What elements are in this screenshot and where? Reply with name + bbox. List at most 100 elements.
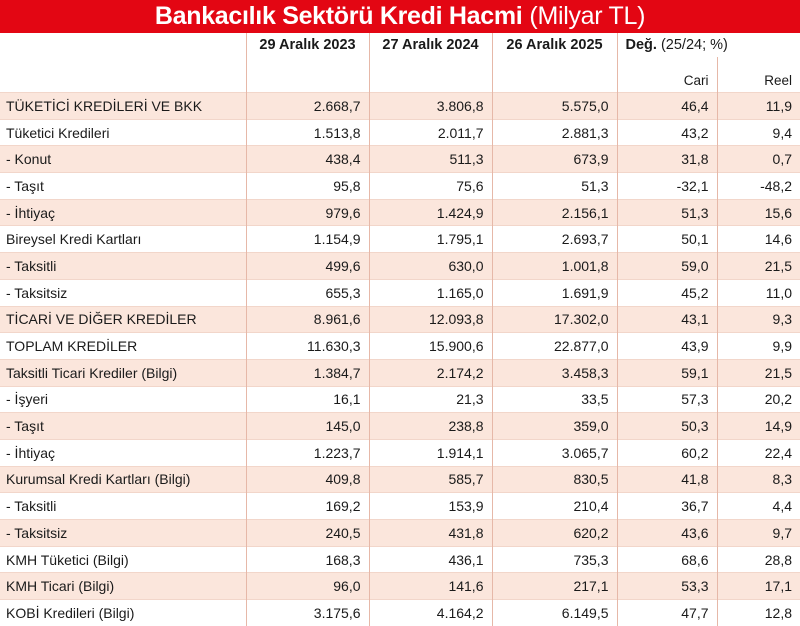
value-2025: 22.877,0 xyxy=(491,332,617,360)
row-label: - İhtiyaç xyxy=(0,438,246,467)
value-2025: 217,1 xyxy=(491,572,617,600)
value-2024: 153,9 xyxy=(368,492,492,520)
row-label: Kurumsal Kredi Kartları (Bilgi) xyxy=(0,465,246,493)
change-reel: 28,8 xyxy=(716,545,800,573)
value-2024: 15.900,6 xyxy=(368,332,492,360)
value-2023: 979,6 xyxy=(245,198,369,226)
subheader-empty xyxy=(245,57,369,93)
value-2025: 735,3 xyxy=(491,545,617,573)
change-reel: 15,6 xyxy=(716,198,800,226)
table-row: TÜKETİCİ KREDİLERİ VE BKK 2.668,7 3.806,8 5… xyxy=(0,92,800,120)
header-change: Değ. (25/24; %) xyxy=(616,33,800,57)
value-2024: 2.011,7 xyxy=(368,118,492,146)
change-reel: 21,5 xyxy=(716,358,800,387)
change-reel: 9,4 xyxy=(716,118,800,146)
table-row: - Taksitli 169,2 153,9 210,4 36,7 4,4 xyxy=(0,492,800,520)
table-row: - Taksitli 499,6 630,0 1.001,8 59,0 21,5 xyxy=(0,252,800,280)
subheader-empty xyxy=(368,57,492,93)
value-2023: 168,3 xyxy=(245,545,369,573)
table-row: - Taksitsiz 240,5 431,8 620,2 43,6 9,7 xyxy=(0,519,800,547)
value-2024: 1.795,1 xyxy=(368,225,492,253)
row-label: KMH Tüketici (Bilgi) xyxy=(0,545,246,573)
change-reel: 0,7 xyxy=(716,145,800,173)
change-reel: 20,2 xyxy=(716,385,800,413)
title-unit: (Milyar TL) xyxy=(529,2,646,30)
row-label: - Taksitli xyxy=(0,252,246,280)
row-label: Bireysel Kredi Kartları xyxy=(0,225,246,253)
value-2024: 431,8 xyxy=(368,519,492,547)
table-row: - İhtiyaç 1.223,7 1.914,1 3.065,7 60,2 22,4 xyxy=(0,438,800,467)
row-label: TİCARİ VE DİĞER KREDİLER xyxy=(0,305,246,333)
value-2025: 673,9 xyxy=(491,145,617,173)
value-2023: 438,4 xyxy=(245,145,369,173)
value-2025: 51,3 xyxy=(491,172,617,200)
value-2025: 3.458,3 xyxy=(491,358,617,387)
change-cari: 47,7 xyxy=(616,599,717,626)
title-text: Bankacılık Sektörü Kredi Hacmi xyxy=(154,2,523,30)
value-2025: 2.693,7 xyxy=(491,225,617,253)
value-2023: 1.223,7 xyxy=(245,438,369,467)
change-cari: 51,3 xyxy=(616,198,717,226)
value-2023: 409,8 xyxy=(245,465,369,493)
table-row: - Taksitsiz 655,3 1.165,0 1.691,9 45,2 11,0 xyxy=(0,278,800,306)
table-title: Bankacılık Sektörü Kredi Hacmi (Milyar T… xyxy=(0,0,800,33)
value-2024: 2.174,2 xyxy=(368,358,492,387)
value-2025: 3.065,7 xyxy=(491,438,617,467)
change-cari: 36,7 xyxy=(616,492,717,520)
value-2024: 75,6 xyxy=(368,172,492,200)
change-cari: 41,8 xyxy=(616,465,717,493)
header-change-label: Değ. xyxy=(625,37,657,53)
value-2024: 1.914,1 xyxy=(368,438,492,467)
value-2024: 1.424,9 xyxy=(368,198,492,226)
change-cari: 46,4 xyxy=(616,92,717,120)
value-2024: 21,3 xyxy=(368,385,492,413)
change-reel: 17,1 xyxy=(716,572,800,600)
change-reel: 4,4 xyxy=(716,492,800,520)
value-2024: 585,7 xyxy=(368,465,492,493)
value-2025: 1.001,8 xyxy=(491,252,617,280)
value-2023: 1.384,7 xyxy=(245,358,369,387)
credit-volume-table: 29 Aralık 2023 27 Aralık 2024 26 Aralık … xyxy=(0,33,800,626)
table-row: Tüketici Kredileri 1.513,8 2.011,7 2.881,3 4… xyxy=(0,118,800,146)
change-reel: 11,0 xyxy=(716,278,800,306)
change-reel: 14,6 xyxy=(716,225,800,253)
value-2025: 1.691,9 xyxy=(491,278,617,306)
table-row: - İşyeri 16,1 21,3 33,5 57,3 20,2 xyxy=(0,385,800,413)
row-label: Taksitli Ticari Krediler (Bilgi) xyxy=(0,358,246,387)
change-cari: 60,2 xyxy=(616,438,717,467)
table-row: - İhtiyaç 979,6 1.424,9 2.156,1 51,3 15,6 xyxy=(0,198,800,226)
value-2024: 1.165,0 xyxy=(368,278,492,306)
subheader-row: Cari Reel xyxy=(0,57,800,93)
value-2025: 210,4 xyxy=(491,492,617,520)
value-2023: 8.961,6 xyxy=(245,305,369,333)
table-row: TİCARİ VE DİĞER KREDİLER 8.961,6 12.093,8 1… xyxy=(0,305,800,333)
value-2025: 33,5 xyxy=(491,385,617,413)
row-label: - İhtiyaç xyxy=(0,198,246,226)
value-2023: 145,0 xyxy=(245,412,369,440)
table-row: - Taşıt 95,8 75,6 51,3 -32,1 -48,2 xyxy=(0,172,800,200)
change-cari: 43,2 xyxy=(616,118,717,146)
value-2023: 95,8 xyxy=(245,172,369,200)
change-reel: 12,8 xyxy=(716,599,800,626)
change-cari: 43,6 xyxy=(616,519,717,547)
value-2023: 655,3 xyxy=(245,278,369,306)
row-label: - Taşıt xyxy=(0,412,246,440)
table-row: Bireysel Kredi Kartları 1.154,9 1.795,1 2.6… xyxy=(0,225,800,253)
change-reel: -48,2 xyxy=(716,172,800,200)
table-row: KOBİ Kredileri (Bilgi) 3.175,6 4.164,2 6.14… xyxy=(0,599,800,626)
row-label: - Taksitsiz xyxy=(0,519,246,547)
value-2023: 240,5 xyxy=(245,519,369,547)
change-reel: 22,4 xyxy=(716,438,800,467)
value-2024: 3.806,8 xyxy=(368,92,492,120)
change-cari: 50,1 xyxy=(616,225,717,253)
value-2023: 1.513,8 xyxy=(245,118,369,146)
value-2025: 2.881,3 xyxy=(491,118,617,146)
subheader-cari: Cari xyxy=(616,57,717,93)
change-cari: 68,6 xyxy=(616,545,717,573)
header-col-2023: 29 Aralık 2023 xyxy=(245,33,369,57)
table-row: - Taşıt 145,0 238,8 359,0 50,3 14,9 xyxy=(0,412,800,440)
header-col-2024: 27 Aralık 2024 xyxy=(368,33,492,57)
value-2023: 169,2 xyxy=(245,492,369,520)
change-cari: 53,3 xyxy=(616,572,717,600)
value-2024: 630,0 xyxy=(368,252,492,280)
